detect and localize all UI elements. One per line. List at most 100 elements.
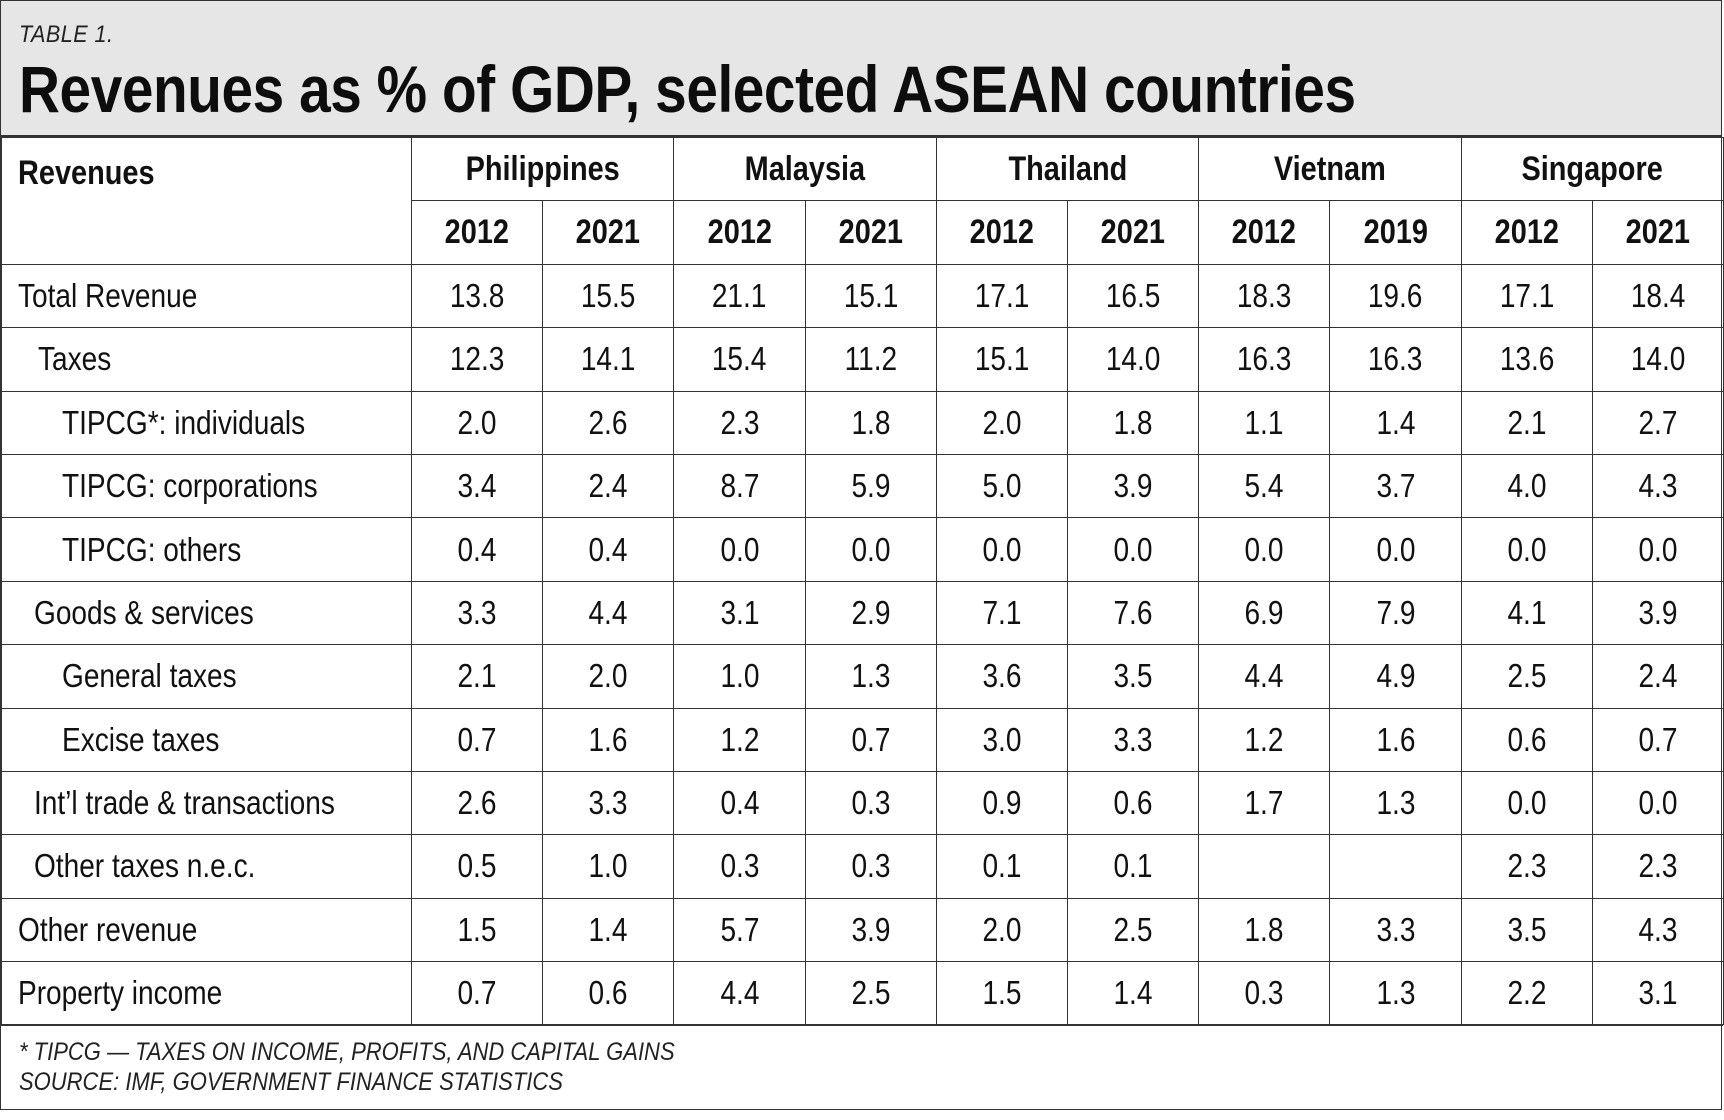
- value-cell: 1.3: [804, 644, 937, 709]
- value-cell: 14.1: [542, 327, 675, 392]
- value-cell: 2.6: [542, 390, 675, 455]
- value-cell: 0.0: [1066, 517, 1200, 582]
- row-label: Goods & services: [1, 580, 412, 646]
- value-cell: 3.9: [1066, 453, 1200, 519]
- value-cell: 1.0: [542, 834, 675, 899]
- table-row: Total Revenue 13.8 15.5 21.1 15.1 17.1 16.5 18.…: [1, 263, 1724, 329]
- value-cell: 4.3: [1591, 453, 1724, 519]
- row-label: TIPCG: others: [1, 517, 412, 582]
- country-header-thailand: Thailand: [935, 136, 1200, 202]
- value-cell: 15.1: [804, 263, 937, 329]
- value-cell: 2.3: [1460, 834, 1593, 899]
- country-header-vietnam: Vietnam: [1198, 136, 1462, 202]
- value-cell: 3.6: [935, 644, 1068, 709]
- value-cell: 0.9: [935, 770, 1068, 836]
- year-header: 2021: [804, 200, 937, 265]
- value-cell: 15.4: [673, 327, 806, 392]
- row-label: TIPCG*: individuals: [1, 390, 412, 455]
- table-row: Other taxes n.e.c. 0.5 1.0 0.3 0.3 0.1 0.1 2.3 2…: [1, 834, 1724, 899]
- value-cell: 0.0: [1460, 517, 1593, 582]
- value-cell: 5.0: [935, 453, 1068, 519]
- value-cell: 2.1: [410, 644, 544, 709]
- value-cell: 0.0: [1460, 770, 1593, 836]
- value-cell: 2.5: [1066, 897, 1200, 963]
- row-label: Property income: [1, 961, 412, 1026]
- value-cell: 7.9: [1329, 580, 1462, 646]
- value-cell: 0.3: [804, 770, 937, 836]
- table-row: Goods & services 3.3 4.4 3.1 2.9 7.1 7.6 6.9 7.9…: [1, 580, 1724, 646]
- value-cell: 4.4: [542, 580, 675, 646]
- country-header-philippines: Philippines: [410, 136, 675, 202]
- value-cell: 7.6: [1066, 580, 1200, 646]
- value-cell: 13.8: [410, 263, 544, 329]
- value-cell: 1.2: [673, 707, 806, 772]
- value-cell: 2.0: [410, 390, 544, 455]
- value-cell: 21.1: [673, 263, 806, 329]
- value-cell: 1.3: [1329, 961, 1462, 1026]
- revenue-table: Revenues Philippines Malaysia Thailand V…: [1, 136, 1724, 1026]
- value-cell: 5.7: [673, 897, 806, 963]
- value-cell: 2.0: [542, 644, 675, 709]
- value-cell: 3.4: [410, 453, 544, 519]
- value-cell: 4.1: [1460, 580, 1593, 646]
- value-cell: 0.7: [410, 707, 544, 772]
- value-cell: 4.4: [673, 961, 806, 1026]
- value-cell: 19.6: [1329, 263, 1462, 329]
- value-cell: [1198, 834, 1331, 899]
- value-cell: 2.4: [542, 453, 675, 519]
- table-header: TABLE 1. Revenues as % of GDP, selected …: [1, 1, 1721, 137]
- value-cell: 1.8: [1198, 897, 1331, 963]
- row-label: Other taxes n.e.c.: [1, 834, 412, 899]
- value-cell: 0.1: [1066, 834, 1200, 899]
- table-row: Int’l trade & transactions 2.6 3.3 0.4 0.3 0.…: [1, 770, 1724, 836]
- value-cell: 0.0: [804, 517, 937, 582]
- value-cell: 3.3: [1329, 897, 1462, 963]
- country-header-malaysia: Malaysia: [673, 136, 937, 202]
- country-header-row: Revenues Philippines Malaysia Thailand V…: [1, 136, 1724, 265]
- value-cell: 2.1: [1460, 390, 1593, 455]
- year-header: 2021: [1066, 200, 1200, 265]
- value-cell: 5.4: [1198, 453, 1331, 519]
- value-cell: 4.3: [1591, 897, 1724, 963]
- value-cell: 0.0: [1591, 770, 1724, 836]
- year-header: 2012: [935, 200, 1068, 265]
- year-header: 2021: [1591, 200, 1724, 265]
- value-cell: 2.5: [804, 961, 937, 1026]
- table-title: Revenues as % of GDP, selected ASEAN cou…: [19, 52, 1356, 126]
- table-number-label: TABLE 1.: [19, 21, 114, 48]
- value-cell: 0.7: [1591, 707, 1724, 772]
- value-cell: 7.1: [935, 580, 1068, 646]
- value-cell: 0.0: [935, 517, 1068, 582]
- value-cell: 0.7: [410, 961, 544, 1026]
- value-cell: 3.1: [673, 580, 806, 646]
- table-row: TIPCG: others 0.4 0.4 0.0 0.0 0.0 0.0 0.0 0.0 0.0…: [1, 517, 1724, 582]
- value-cell: 2.5: [1460, 644, 1593, 709]
- value-cell: 2.9: [804, 580, 937, 646]
- value-cell: 0.6: [1460, 707, 1593, 772]
- value-cell: 2.6: [410, 770, 544, 836]
- value-cell: 0.0: [1329, 517, 1462, 582]
- value-cell: 0.7: [804, 707, 937, 772]
- value-cell: 17.1: [935, 263, 1068, 329]
- value-cell: 1.5: [410, 897, 544, 963]
- value-cell: 3.1: [1591, 961, 1724, 1026]
- table-row: Other revenue 1.5 1.4 5.7 3.9 2.0 2.5 1.8 3.3 3.5…: [1, 897, 1724, 963]
- value-cell: 3.5: [1066, 644, 1200, 709]
- table-body: Total Revenue 13.8 15.5 21.1 15.1 17.1 16.5 18.…: [1, 263, 1724, 1026]
- footer-divider: [1, 1025, 1723, 1026]
- value-cell: 1.7: [1198, 770, 1331, 836]
- year-header: 2019: [1329, 200, 1462, 265]
- year-header: 2021: [542, 200, 675, 265]
- value-cell: 11.2: [804, 327, 937, 392]
- value-cell: 14.0: [1591, 327, 1724, 392]
- value-cell: 3.3: [1066, 707, 1200, 772]
- value-cell: 1.6: [542, 707, 675, 772]
- value-cell: 0.4: [673, 770, 806, 836]
- year-header: 2012: [1460, 200, 1593, 265]
- value-cell: 15.1: [935, 327, 1068, 392]
- value-cell: 2.4: [1591, 644, 1724, 709]
- value-cell: 3.3: [542, 770, 675, 836]
- value-cell: 2.2: [1460, 961, 1593, 1026]
- value-cell: 2.7: [1591, 390, 1724, 455]
